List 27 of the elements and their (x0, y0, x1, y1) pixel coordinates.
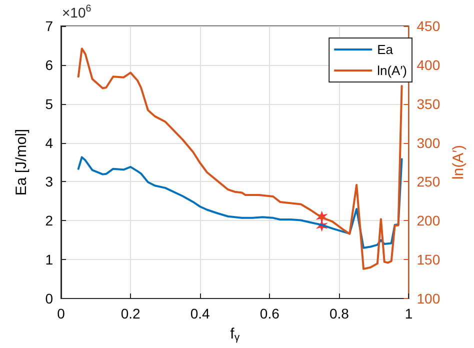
y-tick-label: 7 (45, 18, 54, 34)
y-tick-label: 2 (45, 212, 54, 229)
y-tick-label: 6 (45, 56, 54, 73)
y2-tick-label: 450 (416, 18, 440, 34)
legend-label: ln(A′) (377, 63, 408, 78)
x-tick-label: 1 (404, 306, 413, 322)
x-tick-label: 0.8 (329, 306, 350, 322)
y2-tick-label: 300 (416, 134, 440, 151)
y2-tick-label: 150 (416, 252, 440, 268)
y2-axis-title: ln(A′) (450, 145, 467, 180)
y-tick-label: 3 (45, 174, 54, 190)
legend-label: Ea (377, 42, 394, 57)
x-tick-label: 0.2 (120, 306, 140, 322)
y-tick-label: 1 (45, 252, 54, 268)
y-tick-label: 4 (45, 134, 54, 151)
y2-tick-label: 100 (416, 290, 440, 306)
y-tick-label: 5 (45, 96, 54, 112)
line-series (77, 156, 403, 249)
y2-tick-label: 250 (416, 174, 440, 190)
x-tick-label: 0.6 (260, 306, 280, 322)
x-tick-label: 0.4 (190, 306, 210, 322)
y-axis-title: Ea [J/mol] (13, 128, 30, 196)
y2-tick-label: 400 (416, 56, 440, 73)
x-tick-label: 0 (57, 306, 66, 322)
y2-tick-label: 200 (416, 212, 440, 229)
y2-tick-label: 350 (416, 96, 440, 112)
y-tick-label: 0 (45, 290, 54, 306)
